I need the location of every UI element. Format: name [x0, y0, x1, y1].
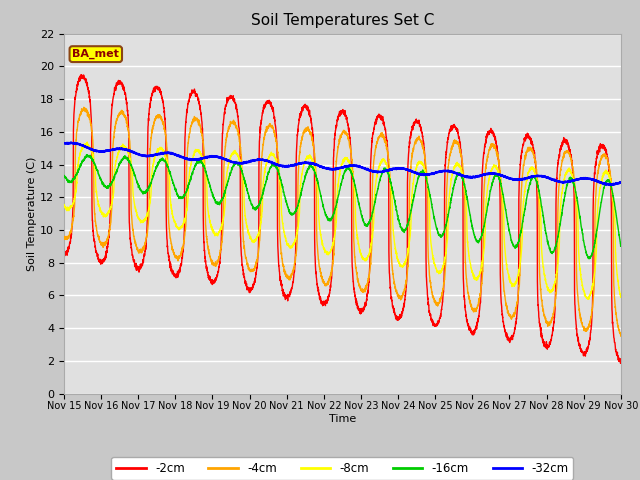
Y-axis label: Soil Temperature (C): Soil Temperature (C)	[28, 156, 37, 271]
Text: BA_met: BA_met	[72, 49, 119, 59]
Legend: -2cm, -4cm, -8cm, -16cm, -32cm: -2cm, -4cm, -8cm, -16cm, -32cm	[111, 457, 573, 480]
Title: Soil Temperatures Set C: Soil Temperatures Set C	[251, 13, 434, 28]
X-axis label: Time: Time	[329, 414, 356, 424]
